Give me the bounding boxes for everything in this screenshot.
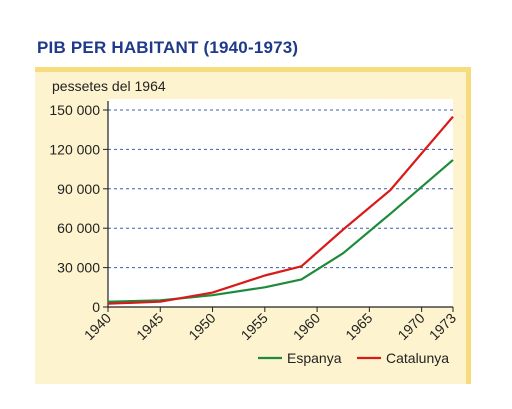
x-tick-label: 1940 [81, 310, 114, 343]
y-tick-label: 120 000 [49, 141, 100, 157]
x-tick-label: 1955 [238, 310, 271, 343]
y-tick-label: 0 [92, 299, 100, 315]
series-line-catalunya [107, 115, 454, 305]
x-tick-label: 1960 [290, 310, 323, 343]
y-tick-label: 150 000 [49, 102, 100, 118]
x-tick-label: 1945 [133, 310, 166, 343]
legend: Espanya Catalunya [258, 350, 449, 366]
chart-title: PIB PER HABITANT (1940-1973) [37, 38, 299, 57]
x-tick-label: 1970 [394, 310, 427, 343]
y-tick-label: 90 000 [57, 181, 100, 197]
y-axis-ticks: 0 30 000 60 000 90 000 120 000 150 000 [49, 102, 108, 315]
axes [107, 101, 453, 308]
series-lines [107, 115, 454, 305]
y-tick-label: 60 000 [57, 220, 100, 236]
y-tick-label: 30 000 [57, 260, 100, 276]
legend-label: Espanya [287, 350, 342, 366]
y-axis-label: pessetes del 1964 [52, 78, 166, 94]
legend-label: Catalunya [386, 350, 449, 366]
x-tick-label: 1973 [426, 310, 459, 343]
x-tick-label: 1950 [185, 310, 218, 343]
x-tick-label: 1965 [342, 310, 375, 343]
